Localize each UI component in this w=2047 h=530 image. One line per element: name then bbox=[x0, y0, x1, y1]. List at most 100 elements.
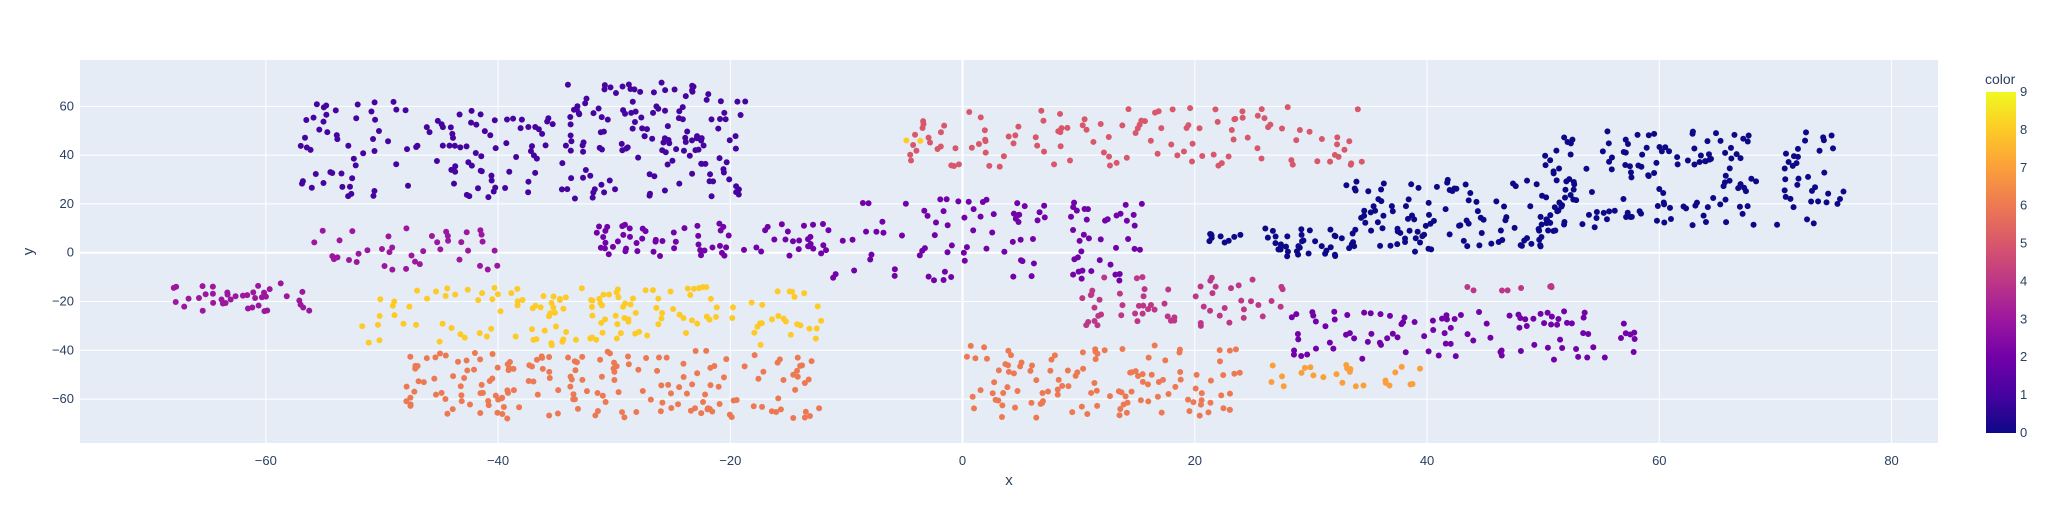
data-point bbox=[519, 297, 526, 304]
data-point bbox=[210, 299, 217, 306]
data-point bbox=[1005, 368, 1012, 375]
data-point bbox=[1259, 313, 1266, 320]
data-point bbox=[1084, 206, 1091, 213]
data-point bbox=[1079, 349, 1086, 356]
data-point bbox=[1065, 383, 1072, 390]
data-point bbox=[494, 262, 501, 269]
data-point bbox=[587, 172, 594, 179]
data-point bbox=[754, 323, 761, 330]
data-point bbox=[650, 248, 657, 255]
data-point bbox=[1341, 146, 1348, 153]
data-point bbox=[1624, 141, 1631, 148]
data-point bbox=[1518, 285, 1525, 292]
data-point bbox=[1441, 330, 1448, 337]
data-point bbox=[689, 88, 696, 95]
data-point bbox=[587, 335, 594, 342]
data-point bbox=[582, 167, 589, 174]
data-point bbox=[412, 258, 419, 265]
data-point bbox=[1573, 345, 1580, 352]
data-point bbox=[1165, 286, 1172, 293]
data-point bbox=[1139, 274, 1146, 281]
data-point bbox=[1631, 335, 1638, 342]
data-point bbox=[381, 263, 388, 270]
data-point bbox=[539, 130, 546, 137]
data-point bbox=[649, 135, 656, 142]
data-point bbox=[655, 295, 662, 302]
data-point bbox=[1515, 311, 1522, 318]
data-point bbox=[555, 387, 562, 394]
data-point bbox=[635, 366, 642, 373]
data-point bbox=[478, 153, 485, 160]
data-point bbox=[689, 137, 696, 144]
data-point bbox=[1237, 231, 1244, 238]
data-point bbox=[812, 335, 819, 342]
data-point bbox=[1207, 307, 1214, 314]
data-point bbox=[1070, 204, 1077, 211]
data-point bbox=[1293, 137, 1300, 144]
data-point bbox=[492, 145, 499, 152]
data-point bbox=[1284, 104, 1291, 111]
data-point bbox=[517, 125, 524, 132]
data-point bbox=[1070, 271, 1077, 278]
data-point bbox=[1608, 166, 1615, 173]
data-point bbox=[701, 247, 708, 254]
data-point bbox=[732, 145, 739, 152]
data-point bbox=[1323, 247, 1330, 254]
data-point bbox=[720, 374, 727, 381]
data-point bbox=[506, 365, 513, 372]
data-point bbox=[199, 307, 206, 314]
data-point bbox=[775, 395, 782, 402]
data-point bbox=[789, 238, 796, 245]
data-point bbox=[504, 116, 511, 123]
data-point bbox=[567, 147, 574, 154]
data-point bbox=[407, 402, 414, 409]
data-point bbox=[787, 331, 794, 338]
data-point bbox=[631, 86, 638, 93]
data-point bbox=[707, 171, 714, 178]
data-point bbox=[748, 299, 755, 306]
data-point bbox=[1474, 208, 1481, 215]
data-point bbox=[1032, 134, 1039, 141]
data-point bbox=[1523, 323, 1530, 330]
data-point bbox=[533, 336, 540, 343]
data-point bbox=[433, 157, 440, 164]
data-point bbox=[619, 409, 626, 416]
data-point bbox=[1071, 199, 1078, 206]
data-point bbox=[1620, 196, 1627, 203]
data-point bbox=[505, 389, 512, 396]
data-point bbox=[444, 410, 451, 417]
data-point bbox=[705, 91, 712, 98]
data-point bbox=[437, 350, 444, 357]
data-point bbox=[1828, 132, 1835, 139]
data-point bbox=[868, 251, 875, 258]
data-point bbox=[782, 236, 789, 243]
data-point bbox=[589, 194, 596, 201]
data-point bbox=[563, 328, 570, 335]
data-point bbox=[512, 333, 519, 340]
data-point bbox=[1343, 182, 1350, 189]
data-point bbox=[679, 104, 686, 111]
data-point bbox=[596, 144, 603, 151]
data-point bbox=[1447, 340, 1454, 347]
data-point bbox=[477, 227, 484, 234]
data-point bbox=[539, 365, 546, 372]
colorbar-gradient bbox=[1986, 92, 2016, 433]
data-point bbox=[1196, 125, 1203, 132]
data-point bbox=[463, 357, 470, 364]
data-point bbox=[1593, 209, 1600, 216]
data-point bbox=[698, 135, 705, 142]
data-point bbox=[442, 293, 449, 300]
data-point bbox=[533, 356, 540, 363]
data-point bbox=[1483, 320, 1490, 327]
data-point bbox=[602, 239, 609, 246]
data-point bbox=[1550, 356, 1557, 363]
data-point bbox=[1027, 367, 1034, 374]
data-point bbox=[1750, 221, 1757, 228]
data-point bbox=[1172, 383, 1179, 390]
data-point bbox=[1106, 393, 1113, 400]
data-point bbox=[644, 332, 651, 339]
data-point bbox=[1314, 158, 1321, 165]
data-point bbox=[694, 320, 701, 327]
data-point bbox=[786, 252, 793, 259]
data-point bbox=[1041, 148, 1048, 155]
